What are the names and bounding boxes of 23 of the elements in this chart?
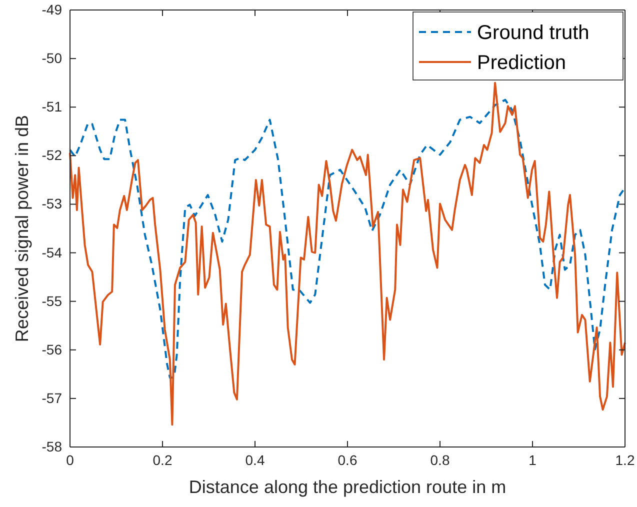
y-axis-title: Received signal power in dB bbox=[12, 114, 32, 342]
line-series bbox=[69, 82, 626, 426]
x-tick-label: 1 bbox=[528, 452, 537, 468]
legend-label: Prediction bbox=[477, 52, 566, 74]
y-tick-label: -50 bbox=[42, 50, 62, 66]
x-tick-label: 1.2 bbox=[615, 452, 635, 468]
y-tick-label: -49 bbox=[42, 1, 62, 18]
y-tick-label: -58 bbox=[42, 438, 62, 454]
y-tick-label: -53 bbox=[42, 196, 62, 212]
y-tick-label: -56 bbox=[42, 341, 62, 358]
x-tick-label: 0.8 bbox=[430, 452, 450, 468]
x-tick-label: 0.2 bbox=[152, 452, 172, 468]
y-tick-label: -52 bbox=[42, 147, 62, 164]
y-tick-label: -54 bbox=[42, 244, 62, 260]
line-series bbox=[69, 98, 626, 379]
y-tick-label: -55 bbox=[42, 292, 62, 309]
y-tick-label: -57 bbox=[42, 390, 62, 406]
x-tick-label: 0.4 bbox=[245, 452, 265, 468]
x-tick-label: 0.6 bbox=[338, 452, 358, 468]
legend-label: Ground truth bbox=[477, 22, 590, 44]
x-axis-title: Distance along the prediction route in m bbox=[188, 477, 506, 497]
x-tick-label: 0 bbox=[66, 452, 74, 468]
y-tick-label: -51 bbox=[42, 98, 62, 115]
